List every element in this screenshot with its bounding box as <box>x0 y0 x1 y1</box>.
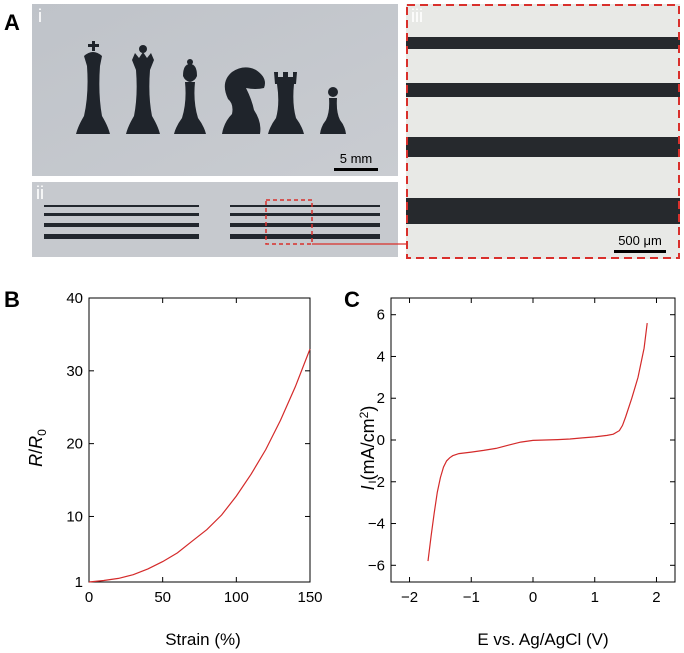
chartC-ytick-label: 0 <box>377 432 385 449</box>
chartC-ytick-label: −6 <box>368 557 385 574</box>
chartC-xtick-label: 0 <box>529 589 537 606</box>
chart-c-xlabel: E vs. Ag/AgCl (V) <box>477 630 608 649</box>
scale-bar-500um-label: 500 μm <box>618 233 662 248</box>
chartC-ytick-label: 4 <box>377 348 385 365</box>
chart-b-series-line <box>88 348 311 583</box>
panel-label-a: A <box>4 10 20 35</box>
chartC-ytick-label: −2 <box>368 474 385 491</box>
scale-bar-5mm-label: 5 mm <box>340 151 373 166</box>
chartB-xtick-label: 50 <box>154 589 171 606</box>
chess-pieces-photo: 5 mm <box>32 4 398 176</box>
chartC-ytick-label: 6 <box>377 307 385 324</box>
subpanel-label-i: i <box>38 6 42 26</box>
chartC-ytick-label: 2 <box>377 390 385 407</box>
chartB-ytick-label: 20 <box>66 436 83 453</box>
scale-bar-500um <box>614 250 666 253</box>
king-piece <box>76 41 110 134</box>
chartB-xtick-label: 0 <box>85 589 93 606</box>
chartC-xtick-label: −2 <box>401 589 418 606</box>
chartB-frame <box>88 297 311 583</box>
panel-label-c: C <box>344 287 360 312</box>
queen-piece <box>126 45 160 134</box>
chartB-xtick-label: 100 <box>224 589 249 606</box>
chartB-ytick-label: 30 <box>66 363 83 380</box>
chartB-ytick-label: 10 <box>66 508 83 525</box>
chartC-xtick-label: 1 <box>591 589 599 606</box>
chart-c-series-line <box>427 323 648 562</box>
subpanel-label-ii: ii <box>36 183 44 203</box>
zoom-highlight-box <box>265 199 313 245</box>
bishop-piece <box>174 59 206 134</box>
chartB-ytick-label: 1 <box>75 574 83 591</box>
knight-piece <box>222 67 265 134</box>
chart-b-xlabel: Strain (%) <box>165 630 241 649</box>
pawn-piece <box>320 87 346 134</box>
panel-label-b: B <box>4 287 20 312</box>
subpanel-label-iii: iii <box>411 6 423 26</box>
chartC-xtick-label: −1 <box>463 589 480 606</box>
rook-piece <box>268 72 304 134</box>
microscope-photo: 500 μm <box>406 4 680 259</box>
chart-c: −2 −1 0 1 2 −6 −4 −2 0 2 4 6 E vs. Ag/AgCl (V) I (m… <box>357 297 676 649</box>
chart-b: 0 50 100 150 1 10 20 30 40 Strain (%) R/R0 <box>26 290 323 649</box>
chartC-xtick-label: 2 <box>652 589 660 606</box>
chart-b-ylabel: R/R0 <box>26 429 49 467</box>
scale-bar-5mm <box>334 168 378 171</box>
chartB-xtick-label: 150 <box>297 589 322 606</box>
chartC-ytick-label: −4 <box>368 516 385 533</box>
chart-c-ylabel: I (mA/cm2) <box>357 406 378 491</box>
chartB-ytick-label: 40 <box>66 290 83 307</box>
